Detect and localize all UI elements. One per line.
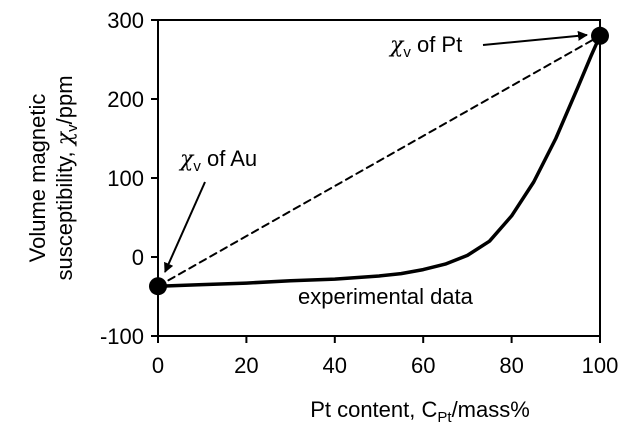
x-tick-label: 0 [152,353,164,378]
annotation-au: χv of Au [178,146,257,175]
annotation-pt: χv of Pt [388,32,462,61]
x-tick-label: 40 [323,353,347,378]
annotation-experimental: experimental data [298,284,474,309]
y-tick-label: 0 [132,245,144,270]
endpoint-marker [591,26,609,45]
y-axis-title-line1: Volume magnetic [25,94,50,263]
endpoint-markers [149,26,609,296]
series-group [156,34,602,288]
y-tick-label: 200 [107,87,144,112]
tick-labels: -100 0 100 200 300 0 20 40 60 80 100 [100,8,618,378]
series-line-dashed [157,34,601,288]
y-axis-title-line2: susceptibility, χv/ppm [52,75,81,280]
arrow-pt [482,30,588,46]
x-tick-label: 80 [499,353,523,378]
endpoint-marker [149,277,167,296]
x-tick-label: 100 [582,353,619,378]
arrow-au [164,181,206,273]
series-line-experimental [156,34,602,288]
x-tick-label: 60 [411,353,435,378]
y-tick-label: 300 [107,8,144,33]
x-axis-title: Pt content, CPt/mass% [310,397,530,425]
x-tick-label: 20 [234,353,258,378]
y-axis-title: Volume magnetic susceptibility, χv/ppm [25,75,81,280]
axis-ticks [151,19,601,343]
y-tick-label: 100 [107,166,144,191]
y-tick-label: -100 [100,324,144,349]
